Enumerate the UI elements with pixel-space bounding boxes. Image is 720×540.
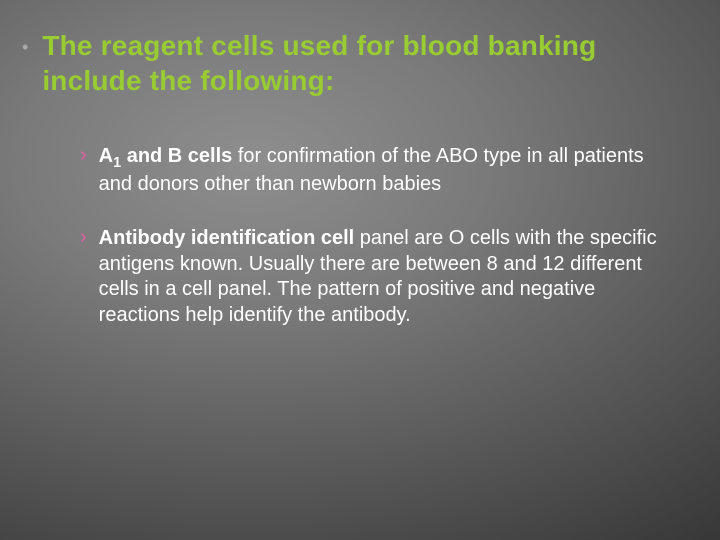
list-item-bold: Antibody identification cell <box>99 227 355 249</box>
slide-title: The reagent cells used for blood banking… <box>42 28 680 98</box>
sub-list: › A1 and B cells for confirmation of the… <box>22 144 680 328</box>
list-item: › A1 and B cells for confirmation of the… <box>80 144 680 198</box>
list-item-text: Antibody identification cell panel are O… <box>99 226 680 328</box>
slide: • The reagent cells used for blood banki… <box>0 0 720 384</box>
bullet-icon: • <box>22 38 28 56</box>
list-item-bold: A1 and B cells <box>99 145 233 167</box>
title-row: • The reagent cells used for blood banki… <box>22 28 680 98</box>
list-item: › Antibody identification cell panel are… <box>80 226 680 328</box>
chevron-right-icon: › <box>80 144 87 166</box>
list-item-text: A1 and B cells for confirmation of the A… <box>99 144 680 198</box>
chevron-right-icon: › <box>80 226 87 248</box>
